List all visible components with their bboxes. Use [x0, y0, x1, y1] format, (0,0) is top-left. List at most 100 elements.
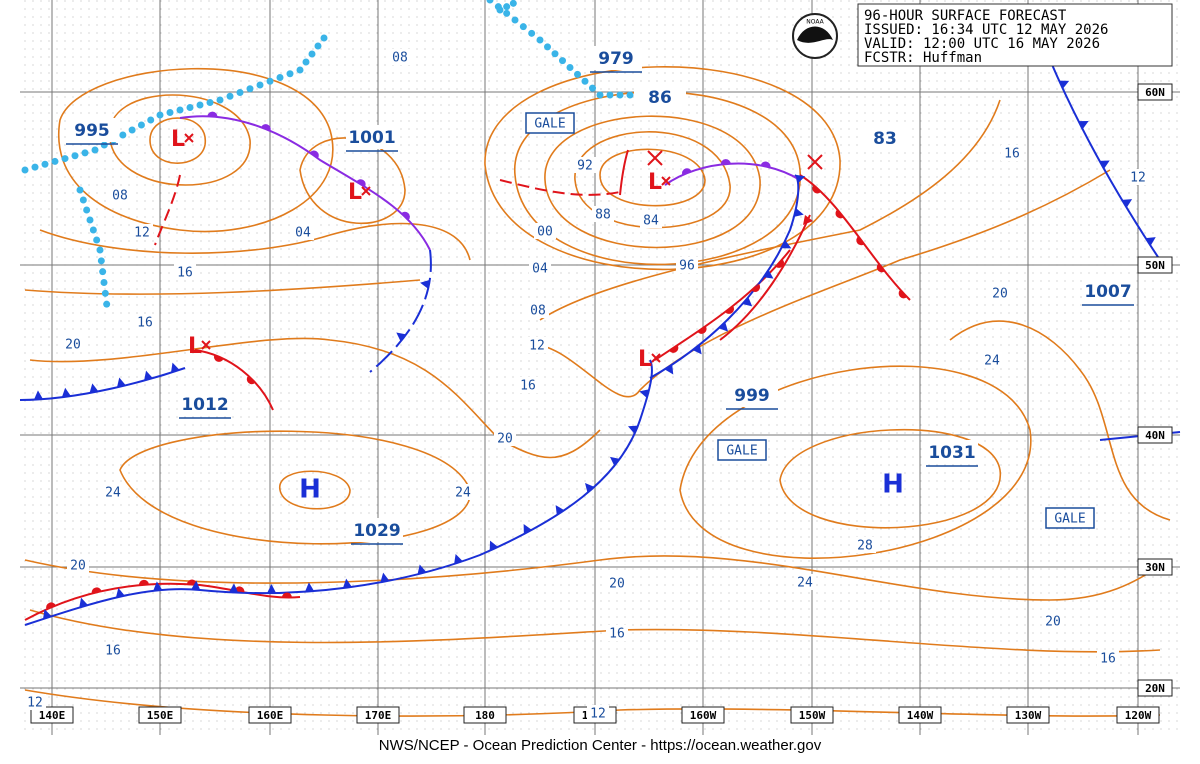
cold-triangle: [1122, 199, 1133, 208]
front-symbol: [718, 322, 729, 332]
ice-dot: [320, 34, 328, 42]
ice-dot: [509, 0, 517, 7]
pressure-label: 1031: [928, 443, 975, 463]
cold-triangle: [170, 362, 180, 373]
ice-dot: [81, 149, 89, 157]
isobar-label: 00: [537, 225, 553, 240]
isobar-label-bg: [494, 430, 516, 446]
front-symbol: [664, 364, 674, 375]
ice-dot: [100, 279, 108, 286]
isobar-label-bg: [292, 224, 314, 240]
warm-semicircle: [139, 579, 149, 586]
cold-triangle: [793, 208, 804, 217]
ice-edge: [21, 0, 644, 308]
warm-semicircle: [725, 305, 735, 314]
ice-dot: [528, 29, 536, 37]
front-symbol: [751, 283, 761, 293]
ice-dot: [96, 246, 104, 254]
front-symbol: [697, 326, 707, 334]
cold-triangle: [89, 383, 99, 394]
cold-triangle: [417, 564, 427, 575]
front-symbol: [417, 564, 427, 575]
ice-dot: [51, 157, 59, 165]
isobar-label: 20: [992, 287, 1008, 302]
front-symbol: [261, 124, 271, 131]
cold-triangle: [795, 174, 806, 184]
isobar-label: 16: [137, 316, 153, 331]
warm-semicircle: [898, 289, 908, 299]
isobar-label-bg: [676, 257, 698, 273]
isobar-label: 08: [392, 51, 408, 66]
warm-semicircle: [751, 283, 761, 293]
isobar-label: 16: [1100, 652, 1116, 667]
front-symbol: [401, 211, 410, 221]
pressure-label: 995: [74, 121, 110, 141]
ice-dot: [31, 163, 39, 171]
pressure-label: 1012: [181, 395, 228, 415]
isobar-label-bg: [24, 694, 46, 710]
cold-triangle: [664, 364, 674, 375]
isobar-label: 20: [65, 338, 81, 353]
ice-dot: [589, 84, 596, 92]
lon-label: 150E: [147, 709, 174, 722]
front-symbol: [763, 269, 774, 279]
gale-label: GALE: [1054, 512, 1085, 527]
isobar-label-bg: [109, 187, 131, 203]
front-symbol: [153, 581, 163, 591]
isobar-label: 12: [134, 226, 150, 241]
warm-semicircle: [856, 236, 865, 246]
lon-label-box: [138, 706, 182, 724]
front-symbol: [692, 344, 702, 355]
isobar-label: 24: [797, 576, 813, 591]
warm-semicircle: [876, 263, 885, 273]
gale-label: GALE: [534, 117, 565, 132]
cold-triangle: [781, 240, 792, 249]
ice-dot: [266, 77, 274, 85]
low-symbol: L: [348, 180, 362, 205]
front-symbol: [89, 383, 99, 394]
ice-dot: [206, 99, 214, 106]
lon-label: 160E: [257, 709, 284, 722]
low-x: [661, 176, 671, 186]
occluded-symbol: [681, 168, 692, 176]
front-symbol: [229, 583, 239, 593]
ice-dot: [536, 36, 544, 44]
cold-triangle: [229, 583, 239, 593]
ice-dot: [606, 91, 614, 99]
front-symbol: [116, 377, 126, 388]
isobar-label-bg: [174, 264, 196, 280]
isobar-label: 96: [679, 259, 695, 274]
front-symbol: [555, 505, 565, 516]
front-symbol: [309, 150, 319, 159]
front-symbol: [523, 524, 532, 535]
isobar-label: 12: [27, 696, 43, 711]
front-symbol: [793, 208, 804, 217]
isobar-label: 04: [295, 226, 311, 241]
front-symbol: [725, 305, 735, 314]
isobar-label: 20: [1045, 615, 1061, 630]
front-symbol: [420, 279, 430, 289]
front-symbol: [775, 259, 784, 268]
dot-grid: [20, 0, 1180, 735]
ice-dot: [71, 152, 79, 160]
ice-dot: [574, 70, 581, 78]
warm-semicircle: [775, 259, 784, 268]
cold-triangle: [454, 553, 463, 564]
ice-dot: [89, 226, 97, 234]
front-symbol: [742, 297, 753, 307]
ice-dot: [176, 106, 184, 114]
cold-triangle: [1059, 80, 1070, 89]
ice-dot: [544, 43, 551, 51]
ice-dot: [101, 289, 109, 297]
lon-label-box: [463, 706, 507, 724]
ice-dot: [596, 91, 604, 99]
cold-triangle: [153, 581, 163, 591]
isobar-label: 88: [595, 208, 611, 223]
low-x: [201, 340, 211, 350]
ice-dot: [496, 6, 504, 14]
lon-label-box: [248, 706, 292, 724]
isobar-label: 84: [643, 214, 659, 229]
isobar-label: 20: [497, 432, 513, 447]
